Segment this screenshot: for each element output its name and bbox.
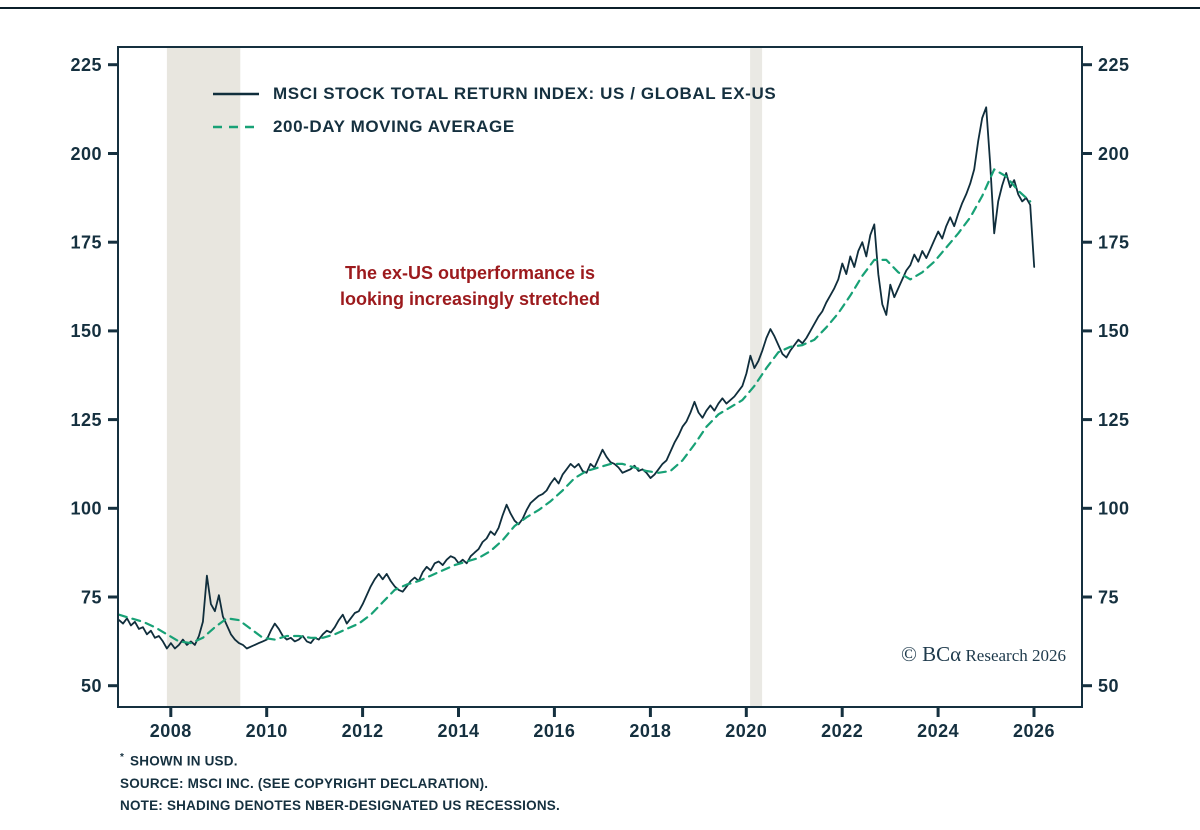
y-tick-label-left: 50 [81, 676, 102, 696]
x-tick-label: 2014 [437, 721, 479, 741]
y-tick-label-left: 75 [81, 587, 102, 607]
x-tick-label: 2026 [1013, 721, 1055, 741]
y-tick-label-left: 225 [70, 55, 102, 75]
y-tick-label-right: 50 [1098, 676, 1119, 696]
copyright-brand: © BCα [900, 642, 962, 666]
y-tick-label-left: 200 [70, 144, 102, 164]
annotation: The ex-US outperformance is looking incr… [270, 260, 670, 312]
y-tick-label-right: 225 [1098, 55, 1130, 75]
legend-label-moving-average: 200-DAY MOVING AVERAGE [273, 117, 515, 136]
annotation-line-2: looking increasingly stretched [339, 289, 601, 309]
y-tick-label-left: 100 [70, 499, 102, 519]
y-tick-label-right: 100 [1098, 499, 1130, 519]
copyright: © BCα Research 2026 [901, 642, 1066, 667]
footnote-usd-text: SHOWN IN USD. [126, 753, 238, 769]
x-tick-label: 2018 [629, 721, 671, 741]
y-tick-label-right: 200 [1098, 144, 1130, 164]
legend-item-index: MSCI STOCK TOTAL RETURN INDEX: US / GLOB… [212, 84, 776, 104]
x-tick-label: 2016 [533, 721, 575, 741]
solid-line-sample-icon [213, 92, 259, 96]
footnote-usd: * SHOWN IN USD. [120, 747, 560, 773]
series-line-dashed [117, 168, 1032, 645]
plot-frame [117, 46, 1083, 708]
x-tick-label: 2024 [917, 721, 959, 741]
y-tick-label-left: 175 [70, 233, 102, 253]
footnote-asterisk: * [120, 752, 125, 763]
y-tick-label-left: 150 [70, 321, 102, 341]
y-tick-label-right: 75 [1098, 587, 1119, 607]
copyright-rest: Research 2026 [961, 646, 1066, 665]
footnote-source: SOURCE: MSCI INC. (SEE COPYRIGHT DECLARA… [120, 773, 560, 795]
legend-item-moving-average: 200-DAY MOVING AVERAGE [212, 117, 776, 137]
annotation-line-1: The ex-US outperformance is [344, 263, 596, 283]
x-tick-label: 2012 [342, 721, 384, 741]
y-tick-label-left: 125 [70, 410, 102, 430]
x-tick-label: 2010 [246, 721, 288, 741]
y-tick-label-right: 175 [1098, 233, 1130, 253]
legend: MSCI STOCK TOTAL RETURN INDEX: US / GLOB… [212, 84, 776, 137]
y-tick-label-right: 125 [1098, 410, 1130, 430]
recession-band [166, 47, 241, 707]
footnotes: * SHOWN IN USD. SOURCE: MSCI INC. (SEE C… [120, 747, 560, 817]
series-line-solid [118, 106, 1036, 650]
footnote-note: NOTE: SHADING DENOTES NBER-DESIGNATED US… [120, 795, 560, 817]
top-rule [0, 7, 1200, 9]
footnote-note-text: NOTE: SHADING DENOTES NBER-DESIGNATED US… [120, 797, 560, 813]
x-tick-label: 2008 [150, 721, 192, 741]
footnote-source-text: SOURCE: MSCI INC. (SEE COPYRIGHT DECLARA… [120, 775, 489, 791]
dashed-line-sample-icon [213, 125, 259, 129]
legend-label-index: MSCI STOCK TOTAL RETURN INDEX: US / GLOB… [273, 84, 777, 103]
recession-band [750, 47, 763, 707]
x-tick-label: 2022 [821, 721, 863, 741]
x-tick-label: 2020 [725, 721, 767, 741]
y-tick-label-right: 150 [1098, 321, 1130, 341]
